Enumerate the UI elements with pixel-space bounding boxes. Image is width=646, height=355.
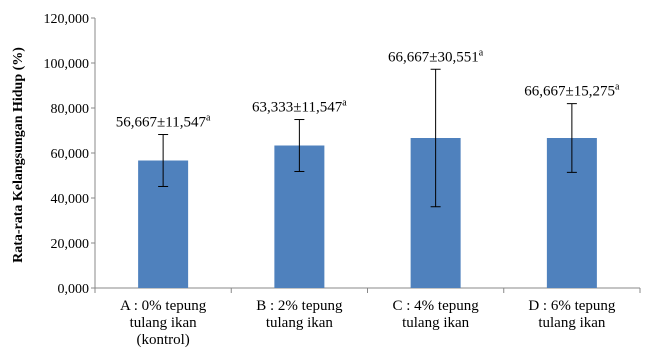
y-axis-label: Rata-rata Kelangsungan Hidup (%)	[11, 47, 26, 263]
data-label: 66,667±30,551a	[388, 47, 484, 65]
x-category-label: C : 4% tepung	[393, 298, 480, 314]
x-category-label: tulang ikan	[538, 315, 606, 331]
data-label: 63,333±11,547a	[252, 98, 347, 116]
data-label-superscript: a	[206, 113, 211, 124]
y-tick-label: 40,000	[51, 192, 90, 207]
x-category-label: tulang ikan	[402, 315, 470, 331]
x-category-label: tulang ikan	[266, 315, 334, 331]
y-tick-label: 20,000	[51, 237, 90, 252]
y-tick-label: 0,000	[58, 282, 90, 297]
x-category-label: tulang ikan	[130, 315, 198, 331]
data-label: 56,667±11,547a	[116, 113, 211, 131]
data-label: 66,667±15,275a	[524, 82, 620, 100]
x-category-label: (kontrol)	[136, 332, 189, 348]
y-tick-label: 80,000	[51, 102, 90, 117]
y-tick-label: 60,000	[51, 147, 90, 162]
data-label-superscript: a	[342, 98, 347, 109]
data-label-superscript: a	[479, 47, 484, 58]
data-label-superscript: a	[615, 82, 620, 93]
y-tick-label: 120,000	[44, 12, 90, 27]
x-category-label: B : 2% tepung	[256, 298, 343, 314]
y-tick-label: 100,000	[44, 57, 90, 72]
x-category-label: D : 6% tepung	[528, 298, 616, 314]
x-category-label: A : 0% tepung	[120, 298, 207, 314]
